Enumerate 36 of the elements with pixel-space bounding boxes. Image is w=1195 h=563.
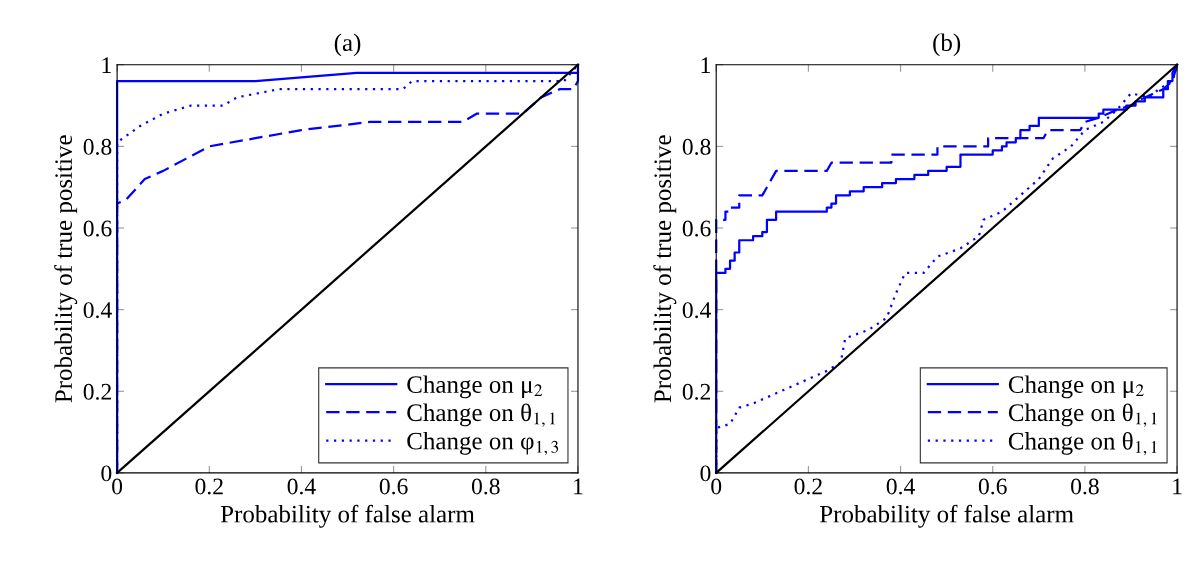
- y-tick-label: 1: [102, 57, 111, 73]
- chart-title: (a): [334, 33, 361, 57]
- x-tick-label: 0.2: [794, 478, 822, 495]
- x-tick-label: 0: [112, 478, 123, 495]
- x-tick-label: 0.4: [287, 478, 316, 495]
- x-tick-label: 0.6: [379, 478, 408, 495]
- y-axis-title: Probability of true positive: [54, 135, 78, 403]
- x-tick-label: 0.4: [886, 478, 915, 495]
- legend-label: Change on φ$_{1,3}$: [407, 431, 559, 456]
- x-tick-label: 1: [1173, 478, 1182, 495]
- y-tick-label: 0: [101, 465, 112, 482]
- legend-label: Change on θ$_{1,1}$: [407, 403, 555, 427]
- y-tick-label: 0.8: [682, 138, 711, 155]
- legend-label: Change on μ$_{2}$: [407, 375, 543, 399]
- x-axis-title: Probability of false alarm: [819, 504, 1074, 528]
- y-tick-label: 0.6: [83, 220, 112, 237]
- y-tick-label: 0.2: [682, 383, 711, 400]
- x-tick-label: 0.8: [1071, 478, 1099, 495]
- y-tick-label: 1: [701, 57, 710, 73]
- chart-title: (b): [933, 33, 961, 57]
- x-tick-label: 0: [711, 478, 722, 495]
- x-tick-label: 0.8: [471, 478, 500, 495]
- y-axis-title: Probability of true positive: [653, 135, 677, 403]
- x-tick-label: 1: [574, 478, 583, 495]
- y-tick-label: 0.4: [83, 302, 112, 319]
- y-tick-label: 0.8: [83, 138, 112, 155]
- x-tick-label: 0.2: [195, 478, 223, 495]
- y-tick-label: 0: [700, 465, 711, 482]
- y-tick-label: 0.4: [682, 302, 711, 319]
- legend-label: Change on θ$_{1,1}$: [1008, 431, 1157, 456]
- x-axis-title: Probability of false alarm: [220, 504, 475, 528]
- legend-label: Change on μ$_{2}$: [1008, 375, 1144, 399]
- y-tick-label: 0.6: [682, 220, 711, 237]
- legend-label: Change on θ$_{1,1}$: [1008, 403, 1157, 427]
- y-tick-label: 0.2: [83, 383, 111, 400]
- x-tick-label: 0.6: [978, 478, 1007, 495]
